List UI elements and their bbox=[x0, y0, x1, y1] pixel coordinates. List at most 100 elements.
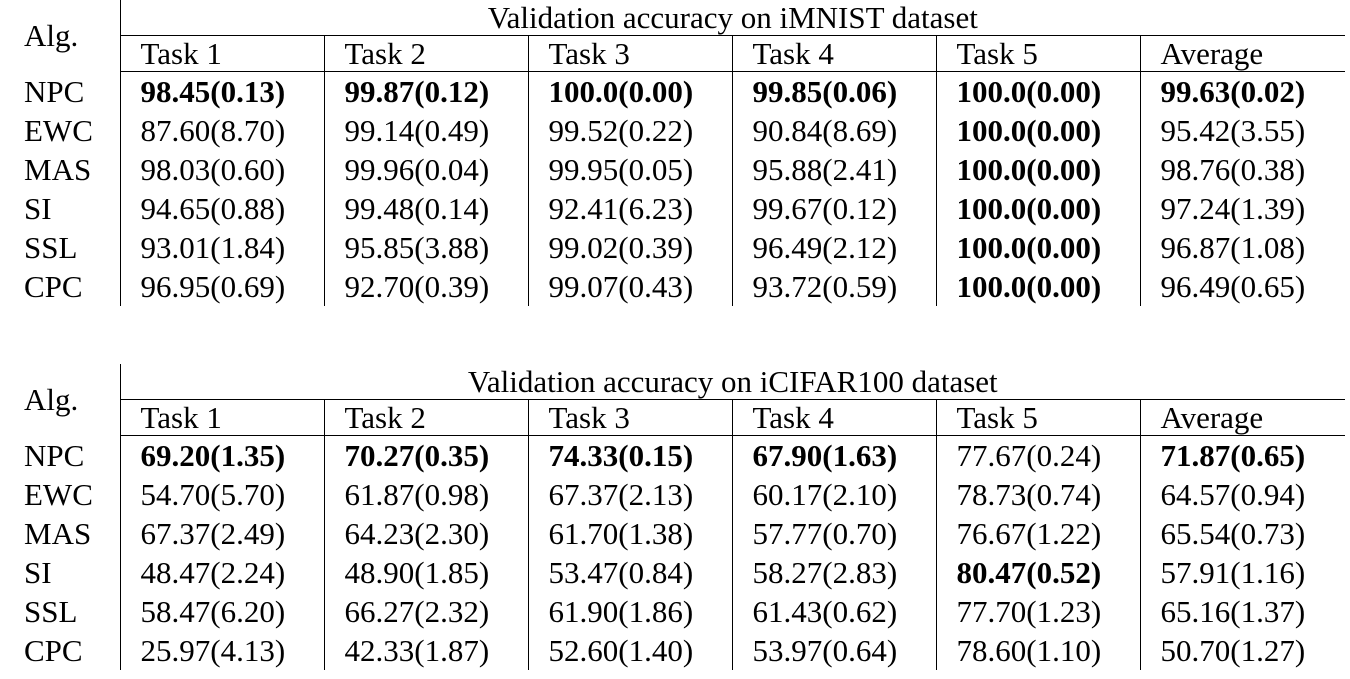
accuracy-cell: 80.47(0.52) bbox=[935, 553, 1140, 592]
table-row: EWC 54.70(5.70) 61.87(0.98) 67.37(2.13) 60.1… bbox=[10, 475, 1346, 514]
accuracy-cell: 65.16(1.37) bbox=[1139, 592, 1346, 631]
accuracy-cell: 66.27(2.32) bbox=[323, 592, 528, 631]
accuracy-cell: 77.70(1.23) bbox=[935, 592, 1140, 631]
algorithm-name: SI bbox=[24, 191, 52, 226]
accuracy-cell: 95.42(3.55) bbox=[1139, 111, 1346, 150]
accuracy-cell: 52.60(1.40) bbox=[527, 631, 732, 670]
column-header: Task 2 bbox=[323, 35, 528, 72]
column-header: Average bbox=[1139, 35, 1346, 72]
accuracy-cell: 92.41(6.23) bbox=[527, 189, 732, 228]
accuracy-cell: 58.27(2.83) bbox=[731, 553, 936, 592]
accuracy-cell: 90.84(8.69) bbox=[731, 111, 936, 150]
accuracy-cell: 99.48(0.14) bbox=[323, 189, 528, 228]
accuracy-cell: 99.63(0.02) bbox=[1139, 71, 1346, 111]
accuracy-cell: 54.70(5.70) bbox=[119, 475, 324, 514]
algorithm-name: EWC bbox=[24, 477, 93, 512]
accuracy-cell: 99.87(0.12) bbox=[323, 71, 528, 111]
accuracy-cell: 97.24(1.39) bbox=[1139, 189, 1346, 228]
accuracy-cell: 92.70(0.39) bbox=[323, 267, 528, 306]
column-header: Task 4 bbox=[731, 35, 936, 72]
algorithm-name: SI bbox=[24, 555, 52, 590]
accuracy-cell: 42.33(1.87) bbox=[323, 631, 528, 670]
accuracy-cell: 60.17(2.10) bbox=[731, 475, 936, 514]
accuracy-cell: 71.87(0.65) bbox=[1139, 435, 1346, 475]
accuracy-cell: 69.20(1.35) bbox=[119, 435, 324, 475]
alg-header: Alg. bbox=[24, 18, 79, 54]
accuracy-cell: 93.01(1.84) bbox=[119, 228, 324, 267]
accuracy-cell: 57.91(1.16) bbox=[1139, 553, 1346, 592]
table-row: MAS 67.37(2.49) 64.23(2.30) 61.70(1.38) 57.7… bbox=[10, 514, 1346, 553]
accuracy-cell: 78.60(1.10) bbox=[935, 631, 1140, 670]
accuracy-cell: 95.85(3.88) bbox=[323, 228, 528, 267]
accuracy-cell: 76.67(1.22) bbox=[935, 514, 1140, 553]
accuracy-cell: 100.0(0.00) bbox=[935, 189, 1140, 228]
accuracy-cell: 93.72(0.59) bbox=[731, 267, 936, 306]
accuracy-cell: 67.37(2.13) bbox=[527, 475, 732, 514]
accuracy-cell: 94.65(0.88) bbox=[119, 189, 324, 228]
accuracy-cell: 78.73(0.74) bbox=[935, 475, 1140, 514]
column-header: Task 2 bbox=[323, 399, 528, 436]
accuracy-cell: 99.52(0.22) bbox=[527, 111, 732, 150]
accuracy-cell: 53.97(0.64) bbox=[731, 631, 936, 670]
imnist-accuracy-table: Alg. Validation accuracy on iMNIST datas… bbox=[10, 0, 1346, 306]
accuracy-cell: 96.49(2.12) bbox=[731, 228, 936, 267]
column-header: Task 3 bbox=[527, 399, 732, 436]
accuracy-cell: 70.27(0.35) bbox=[323, 435, 528, 475]
accuracy-cell: 58.47(6.20) bbox=[119, 592, 324, 631]
table-row: SSL 58.47(6.20) 66.27(2.32) 61.90(1.86) 61.4… bbox=[10, 592, 1346, 631]
table-row: EWC 87.60(8.70) 99.14(0.49) 99.52(0.22) 90.8… bbox=[10, 111, 1346, 150]
column-header: Task 1 bbox=[119, 399, 324, 436]
accuracy-cell: 61.90(1.86) bbox=[527, 592, 732, 631]
accuracy-cell: 50.70(1.27) bbox=[1139, 631, 1346, 670]
accuracy-cell: 99.85(0.06) bbox=[731, 71, 936, 111]
table-row: NPC 98.45(0.13) 99.87(0.12) 100.0(0.00) 99.8… bbox=[10, 71, 1346, 111]
accuracy-cell: 67.37(2.49) bbox=[119, 514, 324, 553]
accuracy-cell: 48.47(2.24) bbox=[119, 553, 324, 592]
table-row: CPC 25.97(4.13) 42.33(1.87) 52.60(1.40) 53.9… bbox=[10, 631, 1346, 670]
accuracy-cell: 87.60(8.70) bbox=[119, 111, 324, 150]
accuracy-cell: 99.96(0.04) bbox=[323, 150, 528, 189]
accuracy-cell: 99.07(0.43) bbox=[527, 267, 732, 306]
icifar100-accuracy-table: Alg. Validation accuracy on iCIFAR100 da… bbox=[10, 364, 1346, 670]
accuracy-cell: 100.0(0.00) bbox=[935, 228, 1140, 267]
table-row: CPC 96.95(0.69) 92.70(0.39) 99.07(0.43) 93.7… bbox=[10, 267, 1346, 306]
table-title: Validation accuracy on iCIFAR100 dataset bbox=[119, 364, 1346, 400]
accuracy-cell: 64.57(0.94) bbox=[1139, 475, 1346, 514]
accuracy-cell: 95.88(2.41) bbox=[731, 150, 936, 189]
accuracy-cell: 100.0(0.00) bbox=[527, 71, 732, 111]
alg-header: Alg. bbox=[24, 382, 79, 418]
column-header: Average bbox=[1139, 399, 1346, 436]
algorithm-name: SSL bbox=[24, 594, 78, 629]
accuracy-cell: 64.23(2.30) bbox=[323, 514, 528, 553]
table-row: MAS 98.03(0.60) 99.96(0.04) 99.95(0.05) 95.8… bbox=[10, 150, 1346, 189]
accuracy-cell: 53.47(0.84) bbox=[527, 553, 732, 592]
accuracy-cell: 98.45(0.13) bbox=[119, 71, 324, 111]
table-row: SSL 93.01(1.84) 95.85(3.88) 99.02(0.39) 96.4… bbox=[10, 228, 1346, 267]
table-title: Validation accuracy on iMNIST dataset bbox=[119, 0, 1346, 36]
accuracy-cell: 99.02(0.39) bbox=[527, 228, 732, 267]
column-header: Task 4 bbox=[731, 399, 936, 436]
accuracy-cell: 100.0(0.00) bbox=[935, 111, 1140, 150]
algorithm-name: NPC bbox=[24, 73, 85, 109]
accuracy-cell: 96.87(1.08) bbox=[1139, 228, 1346, 267]
column-header: Task 5 bbox=[935, 399, 1140, 436]
algorithm-name: SSL bbox=[24, 230, 78, 265]
accuracy-cell: 99.14(0.49) bbox=[323, 111, 528, 150]
table-row: SI 94.65(0.88) 99.48(0.14) 92.41(6.23) 99.67… bbox=[10, 189, 1346, 228]
accuracy-cell: 61.87(0.98) bbox=[323, 475, 528, 514]
accuracy-cell: 100.0(0.00) bbox=[935, 267, 1140, 306]
accuracy-cell: 99.67(0.12) bbox=[731, 189, 936, 228]
accuracy-cell: 67.90(1.63) bbox=[731, 435, 936, 475]
algorithm-name: CPC bbox=[24, 633, 83, 668]
column-header: Task 3 bbox=[527, 35, 732, 72]
accuracy-cell: 25.97(4.13) bbox=[119, 631, 324, 670]
accuracy-cell: 65.54(0.73) bbox=[1139, 514, 1346, 553]
column-header: Task 1 bbox=[119, 35, 324, 72]
algorithm-name: CPC bbox=[24, 269, 83, 304]
accuracy-cell: 98.03(0.60) bbox=[119, 150, 324, 189]
algorithm-name: NPC bbox=[24, 437, 85, 473]
accuracy-cell: 77.67(0.24) bbox=[935, 435, 1140, 475]
table-body: NPC 69.20(1.35) 70.27(0.35) 74.33(0.15) 67.9… bbox=[10, 435, 1346, 670]
accuracy-cell: 100.0(0.00) bbox=[935, 71, 1140, 111]
table-row: SI 48.47(2.24) 48.90(1.85) 53.47(0.84) 58.27… bbox=[10, 553, 1346, 592]
